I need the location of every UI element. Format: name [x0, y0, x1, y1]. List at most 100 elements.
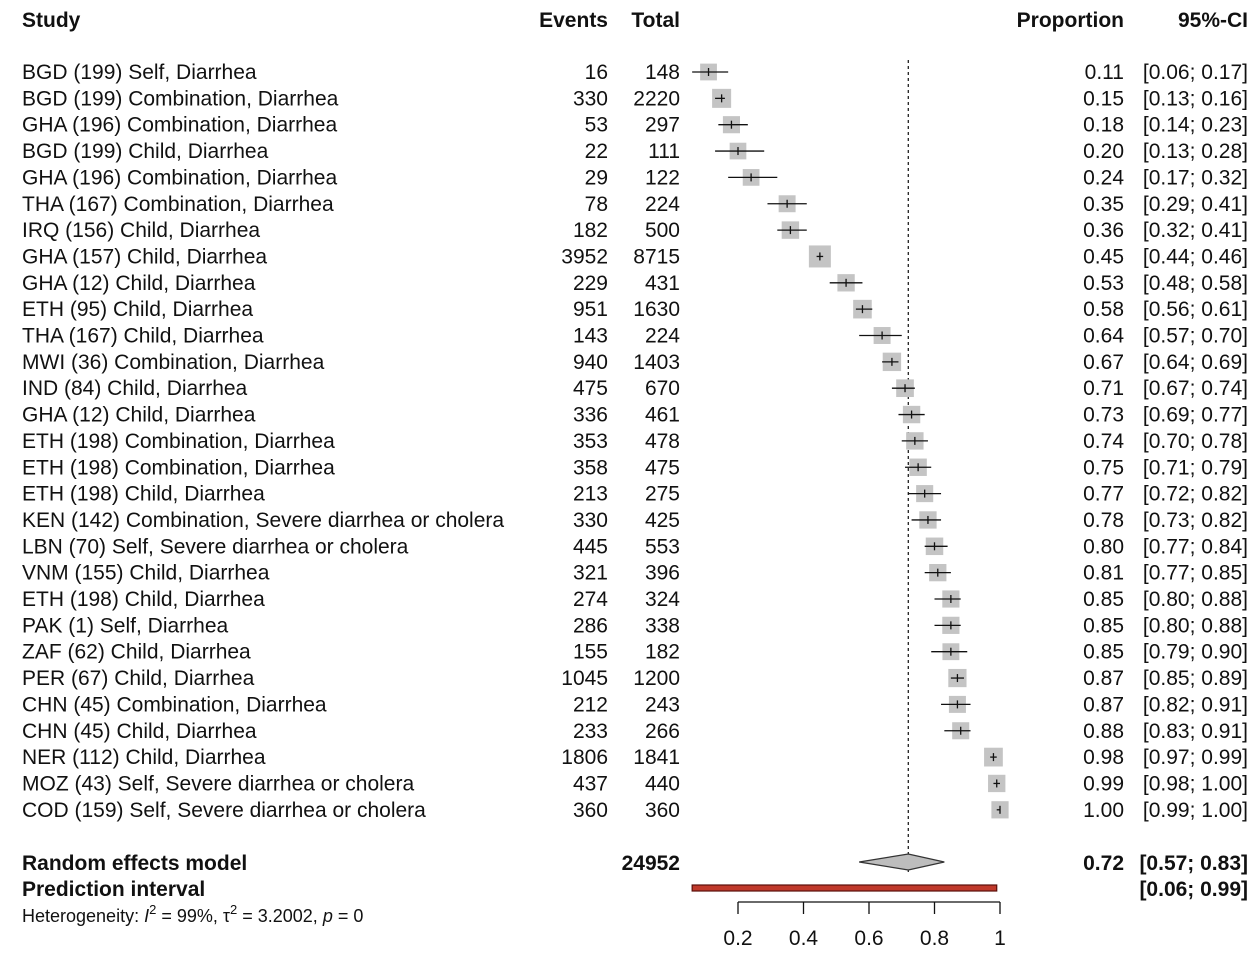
proportion-value: 0.87	[1083, 693, 1124, 716]
proportion-value: 0.73	[1083, 404, 1124, 427]
study-label: GHA (157) Child, Diarrhea	[22, 245, 267, 268]
proportion-value: 0.85	[1083, 641, 1124, 664]
events-value: 445	[573, 535, 608, 558]
study-label: ETH (198) Child, Diarrhea	[22, 588, 265, 611]
proportion-value: 0.80	[1083, 535, 1124, 558]
ci-value: [0.32; 0.41]	[1143, 219, 1248, 242]
ci-value: [0.67; 0.74]	[1143, 377, 1248, 400]
total-value: 275	[645, 483, 680, 506]
total-value: 266	[645, 720, 680, 743]
ci-value: [0.57; 0.70]	[1143, 325, 1248, 348]
ci-value: [0.44; 0.46]	[1143, 245, 1248, 268]
prediction-interval-bar	[691, 884, 998, 892]
proportion-value: 0.20	[1083, 140, 1124, 163]
events-value: 143	[573, 325, 608, 348]
ci-value: [0.80; 0.88]	[1143, 588, 1248, 611]
random-effects-label: Random effects model	[22, 852, 247, 875]
header-events: Events	[539, 9, 608, 32]
proportion-value: 0.85	[1083, 588, 1124, 611]
header-study: Study	[22, 9, 81, 32]
proportion-value: 0.88	[1083, 720, 1124, 743]
random-effects-ci: [0.57; 0.83]	[1139, 852, 1248, 875]
ci-value: [0.06; 0.17]	[1143, 61, 1248, 84]
ci-value: [0.73; 0.82]	[1143, 509, 1248, 532]
events-value: 229	[573, 272, 608, 295]
x-axis-tick-label: 0.4	[789, 927, 819, 950]
ci-value: [0.72; 0.82]	[1143, 483, 1248, 506]
total-value: 111	[648, 140, 680, 163]
events-value: 475	[573, 377, 608, 400]
events-value: 437	[573, 772, 608, 795]
total-value: 396	[645, 562, 680, 585]
study-label: LBN (70) Self, Severe diarrhea or choler…	[22, 535, 409, 558]
total-value: 500	[645, 219, 680, 242]
proportion-value: 0.81	[1083, 562, 1124, 585]
heterogeneity-text: Heterogeneity: I2 = 99%, τ2 = 3.2002, p …	[22, 902, 363, 926]
total-value: 8715	[633, 245, 680, 268]
events-value: 16	[585, 61, 608, 84]
events-value: 358	[573, 456, 608, 479]
total-value: 553	[645, 535, 680, 558]
total-value: 2220	[633, 87, 680, 110]
total-value: 670	[645, 377, 680, 400]
study-label: PER (67) Child, Diarrhea	[22, 667, 255, 690]
events-value: 213	[573, 483, 608, 506]
proportion-value: 0.87	[1083, 667, 1124, 690]
ci-value: [0.29; 0.41]	[1143, 193, 1248, 216]
total-value: 243	[645, 693, 680, 716]
events-value: 212	[573, 693, 608, 716]
prediction-interval-ci: [0.06; 0.99]	[1139, 878, 1248, 901]
study-label: THA (167) Child, Diarrhea	[22, 325, 264, 348]
ci-value: [0.85; 0.89]	[1143, 667, 1248, 690]
ci-value: [0.71; 0.79]	[1143, 456, 1248, 479]
ci-value: [0.99; 1.00]	[1143, 799, 1248, 822]
total-value: 425	[645, 509, 680, 532]
study-label: ETH (95) Child, Diarrhea	[22, 298, 253, 321]
total-value: 224	[645, 325, 680, 348]
ci-value: [0.77; 0.84]	[1143, 535, 1248, 558]
total-value: 224	[645, 193, 680, 216]
study-label: ZAF (62) Child, Diarrhea	[22, 641, 251, 664]
study-label: ETH (198) Child, Diarrhea	[22, 483, 265, 506]
study-label: CHN (45) Child, Diarrhea	[22, 720, 257, 743]
events-value: 29	[585, 166, 608, 189]
proportion-value: 0.18	[1083, 114, 1124, 137]
study-label: BGD (199) Self, Diarrhea	[22, 61, 257, 84]
proportion-value: 0.15	[1083, 87, 1124, 110]
ci-value: [0.56; 0.61]	[1143, 298, 1248, 321]
study-label: NER (112) Child, Diarrhea	[22, 746, 266, 769]
proportion-value: 0.58	[1083, 298, 1124, 321]
total-value: 1403	[633, 351, 680, 374]
random-effects-diamond	[859, 853, 945, 871]
events-value: 155	[573, 641, 608, 664]
study-label: ETH (198) Combination, Diarrhea	[22, 430, 335, 453]
total-value: 182	[645, 641, 680, 664]
study-label: COD (159) Self, Severe diarrhea or chole…	[22, 799, 426, 822]
total-value: 338	[645, 614, 680, 637]
random-effects-total: 24952	[622, 852, 680, 875]
study-label: IND (84) Child, Diarrhea	[22, 377, 248, 400]
study-label: GHA (12) Child, Diarrhea	[22, 272, 256, 295]
proportion-value: 0.85	[1083, 614, 1124, 637]
study-label: THA (167) Combination, Diarrhea	[22, 193, 334, 216]
events-value: 78	[585, 193, 608, 216]
proportion-value: 0.35	[1083, 193, 1124, 216]
proportion-value: 0.78	[1083, 509, 1124, 532]
ci-value: [0.48; 0.58]	[1143, 272, 1248, 295]
total-value: 431	[645, 272, 680, 295]
ci-value: [0.13; 0.28]	[1143, 140, 1248, 163]
study-label: MWI (36) Combination, Diarrhea	[22, 351, 325, 374]
events-value: 330	[573, 87, 608, 110]
study-label: BGD (199) Combination, Diarrhea	[22, 87, 339, 110]
ci-value: [0.17; 0.32]	[1143, 166, 1248, 189]
total-value: 360	[645, 799, 680, 822]
study-label: CHN (45) Combination, Diarrhea	[22, 693, 327, 716]
study-label: KEN (142) Combination, Severe diarrhea o…	[22, 509, 504, 532]
study-label: GHA (12) Child, Diarrhea	[22, 404, 256, 427]
ci-value: [0.14; 0.23]	[1143, 114, 1248, 137]
header-proportion: Proportion	[1017, 9, 1124, 32]
proportion-value: 0.64	[1083, 325, 1124, 348]
ci-value: [0.13; 0.16]	[1143, 87, 1248, 110]
study-label: IRQ (156) Child, Diarrhea	[22, 219, 260, 242]
